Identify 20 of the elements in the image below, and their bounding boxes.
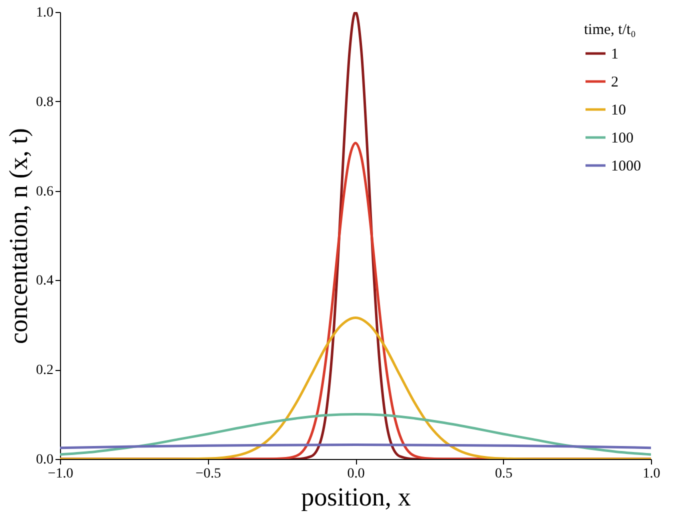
- line-series: [60, 413, 651, 456]
- y-tick-label: 1.0: [36, 6, 54, 20]
- x-tick-label: −1.0: [48, 466, 74, 482]
- y-tick-label: 0.6: [36, 184, 54, 200]
- legend-label: 1: [611, 46, 618, 62]
- x-tick-label: 0.5: [495, 466, 512, 482]
- legend-label: 1000: [611, 158, 641, 174]
- x-tick-label: 0.0: [347, 466, 365, 482]
- legend-label: 10: [611, 102, 626, 118]
- legend-title: time, t/t₀: [584, 22, 636, 38]
- y-tick-label: 0.2: [36, 363, 54, 378]
- legend-label: 2: [611, 74, 618, 90]
- y-tick-label: 0.0: [36, 452, 54, 468]
- x-tick-label: 1.0: [642, 466, 660, 482]
- legend-label: 100: [611, 130, 634, 146]
- y-tick-label: 0.4: [36, 274, 54, 289]
- x-axis-title: position, x: [301, 482, 411, 512]
- y-tick-label: 0.8: [36, 94, 54, 110]
- x-tick-label: −0.5: [196, 466, 221, 482]
- y-axis-title: concentation, n (x, t): [4, 128, 33, 344]
